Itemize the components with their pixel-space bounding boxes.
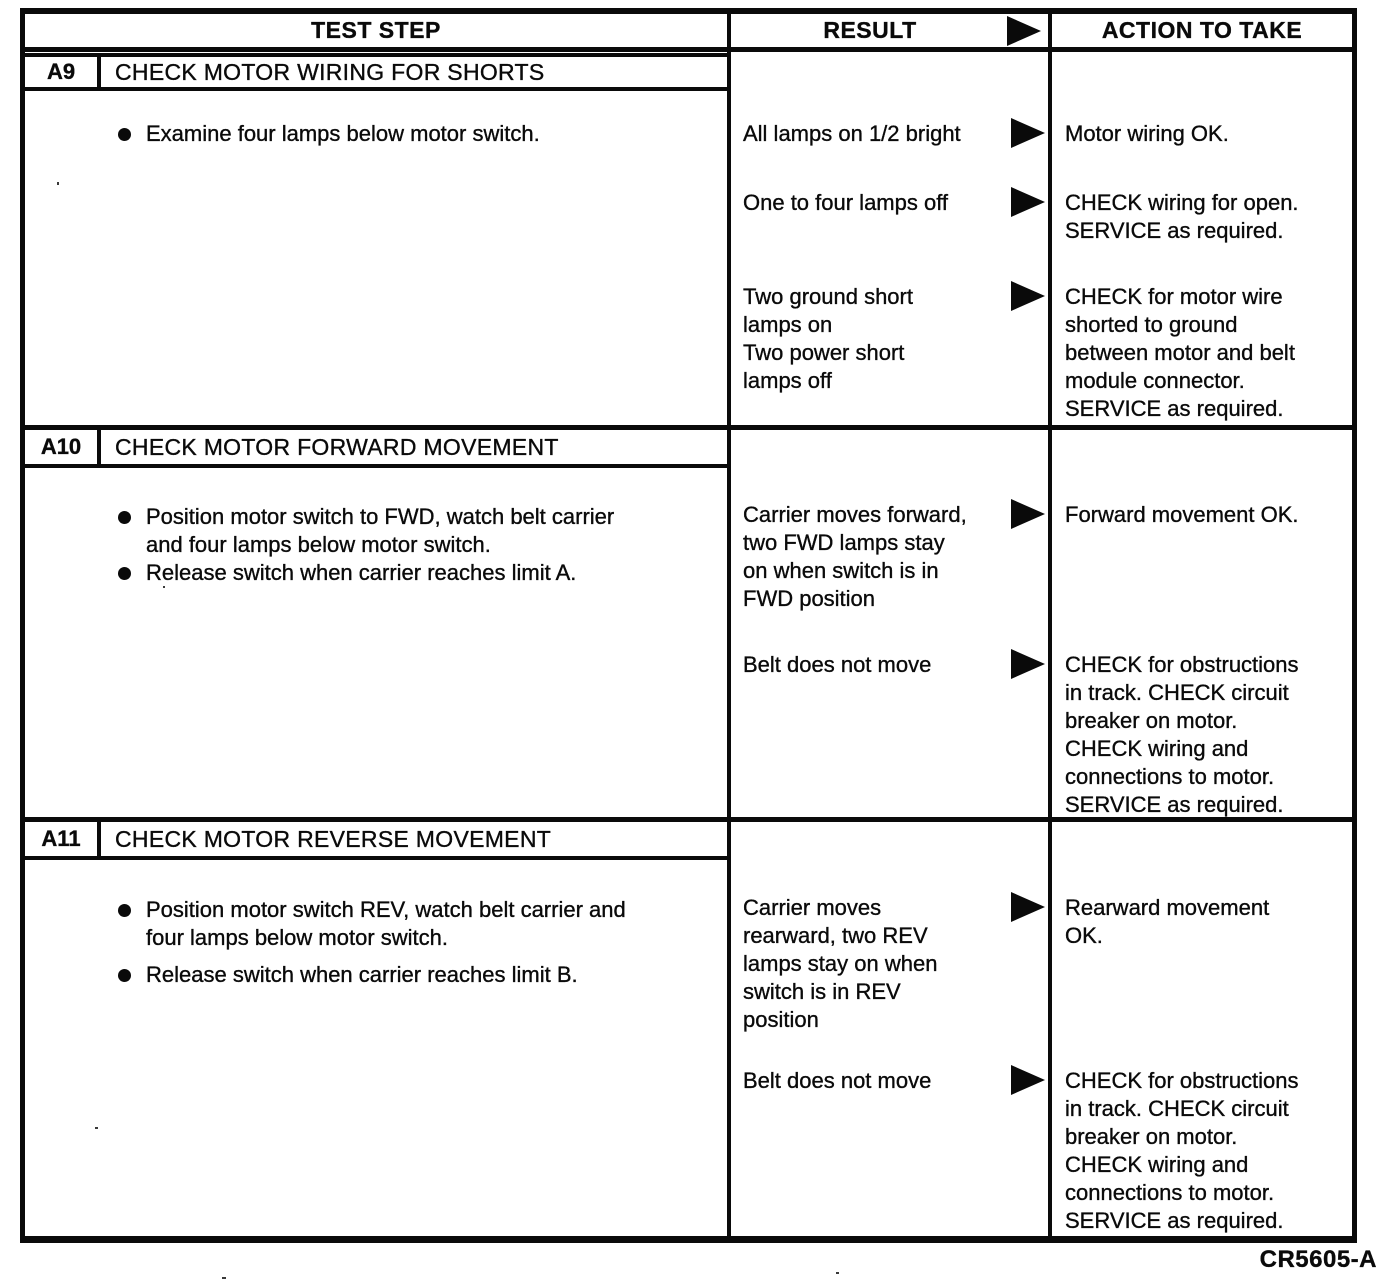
- scan-speck: [163, 586, 165, 588]
- result-text: Carrier moves forward, two FWD lamps sta…: [743, 502, 967, 611]
- result-arrow-icon: [1011, 1065, 1045, 1095]
- result-arrow-icon: [1011, 281, 1045, 311]
- test-step-text: Position motor switch to FWD, watch belt…: [146, 504, 615, 557]
- bullet-icon: [118, 567, 131, 580]
- test-step-item: Release switch when carrier reaches limi…: [118, 559, 718, 587]
- pinpoint-test-table: TEST STEP RESULT ACTION TO TAKE A9 CHECK…: [20, 8, 1357, 1243]
- action-text: CHECK wiring for open. SERVICE as requir…: [1065, 190, 1299, 243]
- step-id-a10: A10: [25, 430, 101, 464]
- test-step-text: Examine four lamps below motor switch.: [146, 121, 540, 146]
- section-header-a9: A9 CHECK MOTOR WIRING FOR SHORTS: [25, 53, 727, 91]
- test-step-item: Examine four lamps below motor switch.: [118, 120, 718, 148]
- column-divider-result-action: [1048, 14, 1052, 1236]
- bullet-icon: [118, 904, 131, 917]
- result-text: Belt does not move: [743, 1068, 932, 1093]
- step-title-a11: CHECK MOTOR REVERSE MOVEMENT: [115, 825, 552, 852]
- scan-speck: [222, 1277, 226, 1279]
- test-step-text: Release switch when carrier reaches limi…: [146, 560, 577, 585]
- step-id-a9: A9: [25, 57, 101, 87]
- test-step-text: Position motor switch REV, watch belt ca…: [146, 897, 626, 950]
- test-step-item: Position motor switch REV, watch belt ca…: [118, 896, 718, 952]
- action-text: Forward movement OK.: [1065, 502, 1299, 527]
- result-text: All lamps on 1/2 bright: [743, 121, 961, 146]
- section-divider: [25, 425, 1352, 430]
- result-text: Carrier moves rearward, two REV lamps st…: [743, 895, 938, 1032]
- figure-code: CR5605-A: [1259, 1246, 1377, 1273]
- test-step-text: Release switch when carrier reaches limi…: [146, 962, 578, 987]
- section-header-a11: A11 CHECK MOTOR REVERSE MOVEMENT: [25, 822, 727, 860]
- bullet-icon: [118, 969, 131, 982]
- action-text: Motor wiring OK.: [1065, 121, 1229, 146]
- scan-speck: [95, 1127, 98, 1129]
- result-arrow-icon: [1011, 892, 1045, 922]
- result-arrow-icon: [1011, 187, 1045, 217]
- result-text: Belt does not move: [743, 652, 932, 677]
- table-header-row: TEST STEP RESULT ACTION TO TAKE: [25, 14, 1352, 52]
- result-arrow-icon: [1011, 499, 1045, 529]
- column-header-action: ACTION TO TAKE: [1101, 17, 1303, 43]
- test-step-item: Position motor switch to FWD, watch belt…: [118, 503, 718, 559]
- step-title-a9: CHECK MOTOR WIRING FOR SHORTS: [115, 58, 545, 85]
- action-text: CHECK for motor wire shorted to ground b…: [1065, 284, 1295, 421]
- result-arrow-icon: [1007, 16, 1041, 46]
- section-divider: [25, 817, 1352, 822]
- bullet-icon: [118, 128, 131, 141]
- step-id-a11: A11: [25, 822, 101, 856]
- action-text: Rearward movement OK.: [1065, 895, 1270, 948]
- scan-speck: [836, 1272, 839, 1274]
- action-text: CHECK for obstructions in track. CHECK c…: [1065, 652, 1299, 817]
- result-text: Two ground short lamps on Two power shor…: [743, 284, 913, 393]
- step-title-a10: CHECK MOTOR FORWARD MOVEMENT: [115, 433, 559, 460]
- result-arrow-icon: [1011, 118, 1045, 148]
- action-text: CHECK for obstructions in track. CHECK c…: [1065, 1068, 1299, 1233]
- test-step-item: Release switch when carrier reaches limi…: [118, 961, 718, 989]
- result-text: One to four lamps off: [743, 190, 949, 215]
- scan-speck: [57, 182, 59, 185]
- column-divider-teststep-result: [727, 14, 731, 1236]
- column-header-test-step: TEST STEP: [311, 17, 441, 43]
- bullet-icon: [118, 511, 131, 524]
- column-header-result: RESULT: [823, 17, 917, 43]
- section-header-a10: A10 CHECK MOTOR FORWARD MOVEMENT: [25, 430, 727, 468]
- result-arrow-icon: [1011, 649, 1045, 679]
